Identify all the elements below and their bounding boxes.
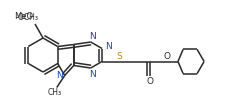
- Text: O: O: [146, 77, 153, 86]
- Text: N: N: [105, 42, 112, 51]
- Text: N: N: [56, 71, 62, 80]
- Text: -OCH₃: -OCH₃: [15, 13, 38, 22]
- Text: N: N: [89, 31, 96, 41]
- Text: S: S: [116, 52, 121, 61]
- Text: MeO: MeO: [14, 12, 33, 20]
- Text: O: O: [163, 52, 170, 61]
- Text: CH₃: CH₃: [47, 88, 62, 97]
- Text: N: N: [89, 70, 96, 79]
